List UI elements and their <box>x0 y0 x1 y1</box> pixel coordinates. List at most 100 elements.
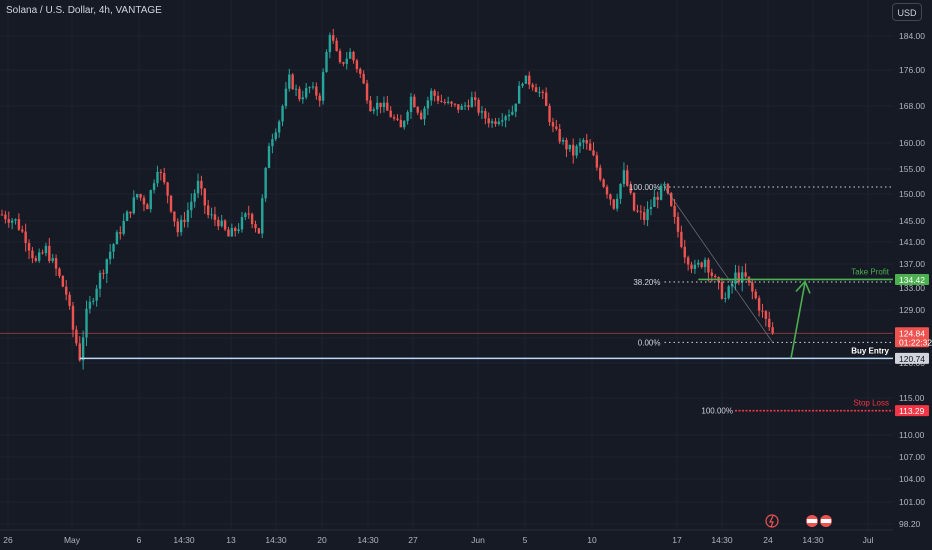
candle-body <box>440 100 443 102</box>
candle-body <box>274 132 277 140</box>
candle-body <box>605 186 609 195</box>
stop-loss-tag-bg <box>895 405 929 417</box>
current-price-tag-text: 124.84 <box>899 328 925 338</box>
candle-body <box>480 111 484 113</box>
candle-body <box>771 327 774 334</box>
price-tick-label: 107.00 <box>899 452 925 462</box>
price-tick-label: 160.00 <box>899 138 925 148</box>
candle-body <box>223 220 227 230</box>
candle-body <box>112 244 115 252</box>
candle-body <box>146 204 149 210</box>
candle-body <box>426 100 430 109</box>
candle-body <box>649 206 653 210</box>
candle-body <box>213 214 217 220</box>
candle-body <box>403 120 406 128</box>
price-axis[interactable]: 184.00 176.00 168.00 160.00 155.00 150.00 145.… <box>893 0 932 550</box>
time-tick-label: 14:30 <box>711 535 733 545</box>
candle-body <box>129 211 132 214</box>
price-tick-label: 98.20 <box>899 519 921 529</box>
candle-body <box>61 275 65 287</box>
candle-body <box>365 83 369 101</box>
time-tick-label: 20 <box>317 535 327 545</box>
candle-body <box>436 95 440 101</box>
candle-body <box>119 232 122 234</box>
candle-body <box>24 231 27 244</box>
candle-body <box>193 193 196 202</box>
us-flag-icon-stripe <box>807 519 817 523</box>
candle-body <box>7 219 10 223</box>
candle-body <box>176 221 179 233</box>
candle-body <box>81 337 85 361</box>
candle-body <box>754 291 757 299</box>
candle-body <box>683 246 686 258</box>
candle-body <box>44 245 48 254</box>
currency-button[interactable]: USD <box>892 3 922 21</box>
candle-body <box>375 102 379 110</box>
fib-level-label: 38.20% <box>633 278 660 287</box>
candle-body <box>203 188 206 206</box>
time-tick-label: 5 <box>523 535 528 545</box>
candle-body <box>85 308 88 338</box>
candle-body <box>332 35 335 41</box>
candle-body <box>592 150 595 156</box>
candle-body <box>41 252 44 254</box>
buy-entry-tag-bg <box>895 352 929 364</box>
candle-body <box>288 74 291 89</box>
candle-body <box>156 171 159 184</box>
candle-body <box>670 193 673 206</box>
candle-body <box>700 262 703 267</box>
drawings[interactable]: 100.00% 38.20% 0.00% Take Profit Buy Entry St… <box>0 183 893 416</box>
candle-body <box>54 258 58 269</box>
price-tick-label: 115.00 <box>899 393 925 403</box>
take-profit-tag-text: 134.42 <box>899 275 925 285</box>
time-tick-label: 14:30 <box>357 535 379 545</box>
candle-body <box>636 210 639 212</box>
time-tick-label: 24 <box>763 535 773 545</box>
price-tick-label: 137.00 <box>899 259 925 269</box>
candle-body <box>612 199 615 209</box>
time-axis[interactable]: 26 May 6 14:30 13 14:30 20 14:30 27 Jun 5 10 17 14:30… <box>0 514 893 550</box>
candle-body <box>132 197 136 214</box>
candle-body <box>656 196 659 200</box>
current-price-tag-bg <box>895 327 929 348</box>
candle-body <box>75 329 78 344</box>
fib-trend-line <box>664 186 773 343</box>
candle-body <box>102 272 105 274</box>
candle-body <box>626 170 629 186</box>
candle-body <box>609 194 612 200</box>
candle-body <box>548 105 551 123</box>
candle-body <box>727 286 730 299</box>
candle-body <box>237 229 240 232</box>
candle-body <box>308 87 311 89</box>
candle-body <box>528 75 531 85</box>
candle-body <box>277 121 281 133</box>
candle-body <box>186 210 190 222</box>
candle-body <box>139 194 142 198</box>
candle-body <box>284 88 288 107</box>
candle-body <box>345 58 348 64</box>
candle-body <box>446 101 450 104</box>
candle-body <box>311 86 315 88</box>
time-tick-label: Jul <box>863 535 874 545</box>
lightning-icon-bolt <box>769 515 774 528</box>
candle-body <box>680 231 683 247</box>
candle-body <box>31 250 34 259</box>
price-tick-label: 129.00 <box>899 305 925 315</box>
candle-body <box>676 216 680 232</box>
stop-loss-tag[interactable]: 113.29 <box>895 405 929 417</box>
candle-body <box>379 102 382 108</box>
take-profit-tag[interactable]: 134.42 <box>895 273 929 285</box>
candle-body <box>504 116 507 121</box>
candle-body <box>372 109 375 112</box>
candle-body <box>501 120 504 122</box>
candle-body <box>247 213 250 215</box>
candle-body <box>4 214 7 220</box>
time-tick-label: May <box>64 535 81 545</box>
candle-body <box>281 106 284 122</box>
lightning-icon[interactable] <box>765 514 779 528</box>
candle-body <box>572 144 575 156</box>
stop-loss-fib-label: 100.00% <box>701 407 733 416</box>
buy-entry-tag[interactable]: 120.74 <box>895 352 929 364</box>
